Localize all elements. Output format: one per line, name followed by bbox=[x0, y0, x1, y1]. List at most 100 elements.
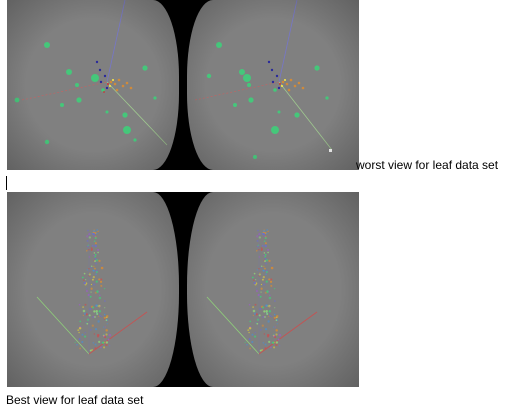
leaf-point bbox=[263, 265, 265, 268]
leaf-point bbox=[85, 322, 87, 324]
leaf-point bbox=[257, 293, 260, 297]
leaf-point bbox=[263, 333, 265, 335]
leaf-point bbox=[106, 323, 108, 325]
leaf-point bbox=[104, 307, 106, 309]
leaf-point bbox=[94, 255, 97, 258]
leaf-point bbox=[266, 334, 270, 337]
leaf-point bbox=[95, 309, 98, 313]
leaf-point bbox=[268, 259, 271, 263]
leaf-point bbox=[88, 249, 90, 251]
leaf-point bbox=[91, 244, 94, 247]
leaf-point bbox=[262, 232, 265, 236]
worst-view-left-scatter bbox=[14, 0, 168, 146]
leaf-point bbox=[97, 251, 99, 254]
leaf-point bbox=[266, 232, 268, 235]
leaf-point bbox=[253, 279, 255, 282]
leaf-point bbox=[94, 291, 97, 294]
leaf-point bbox=[82, 306, 85, 309]
leaf-point bbox=[96, 290, 99, 293]
leaf-point bbox=[88, 268, 90, 270]
leaf-point bbox=[252, 314, 255, 317]
best-view-left-scatter bbox=[36, 229, 148, 355]
leaf-point bbox=[88, 256, 91, 258]
leaf-point bbox=[260, 265, 263, 268]
leaf-point bbox=[269, 346, 272, 349]
leaf-point bbox=[88, 236, 91, 239]
leaf-point bbox=[258, 232, 261, 236]
leaf-point bbox=[251, 333, 254, 336]
leaf-point bbox=[265, 235, 267, 238]
leaf-point bbox=[265, 273, 267, 275]
leaf-point bbox=[266, 305, 268, 307]
leaf-point bbox=[269, 280, 273, 283]
leaf-point bbox=[105, 341, 109, 344]
leaf-point bbox=[78, 326, 82, 330]
leaf-point bbox=[259, 349, 262, 352]
leaf-point bbox=[264, 327, 268, 331]
worst-view-caption: worst view for leaf data set bbox=[356, 158, 499, 172]
leaf-point bbox=[98, 259, 101, 263]
leaf-point bbox=[266, 248, 270, 251]
leaf-point bbox=[253, 272, 256, 275]
leaf-point bbox=[261, 349, 263, 351]
leaf-point bbox=[255, 322, 257, 324]
leaf-point bbox=[263, 283, 266, 286]
leaf-point bbox=[95, 262, 98, 265]
leaf-point bbox=[89, 308, 92, 311]
leaf-point bbox=[86, 250, 88, 252]
leaf-point bbox=[264, 291, 267, 294]
leaf-point bbox=[268, 296, 272, 300]
leaf-point bbox=[267, 320, 270, 323]
leaf-point bbox=[251, 276, 254, 279]
leaf-point bbox=[87, 229, 89, 232]
leaf-point bbox=[93, 240, 96, 243]
leaf-point bbox=[266, 290, 269, 293]
worst-view-left-eye bbox=[7, 0, 179, 170]
leaf-point bbox=[101, 315, 103, 318]
leaf-point bbox=[99, 346, 102, 349]
leaf-point bbox=[256, 235, 259, 238]
leaf-point bbox=[86, 239, 89, 242]
leaf-point bbox=[86, 245, 89, 248]
leaf-point bbox=[108, 333, 112, 337]
leaf-point bbox=[268, 290, 271, 293]
leaf-point bbox=[260, 291, 262, 293]
leaf-point bbox=[268, 340, 271, 344]
leaf-point bbox=[272, 326, 275, 328]
leaf-point bbox=[107, 338, 110, 341]
text-cursor bbox=[6, 176, 7, 190]
best-view-right-points bbox=[244, 229, 282, 352]
leaf-point bbox=[264, 343, 267, 346]
leaf-point bbox=[256, 250, 258, 252]
leaf-point bbox=[94, 343, 97, 346]
leaf-point bbox=[270, 266, 274, 270]
leaf-point bbox=[108, 345, 111, 347]
leaf-point bbox=[78, 338, 81, 341]
leaf-point bbox=[84, 335, 87, 338]
leaf-point bbox=[93, 267, 96, 270]
leaf-point bbox=[96, 271, 98, 273]
leaf-point bbox=[260, 329, 262, 331]
leaf-point bbox=[76, 343, 78, 346]
leaf-point bbox=[90, 266, 92, 269]
leaf-point bbox=[94, 327, 98, 331]
leaf-point bbox=[258, 249, 260, 251]
leaf-point bbox=[78, 331, 80, 334]
leaf-point bbox=[256, 318, 260, 321]
leaf-point bbox=[254, 303, 257, 306]
leaf-point bbox=[100, 284, 103, 287]
leaf-point bbox=[101, 264, 103, 267]
leaf-point bbox=[273, 313, 276, 316]
leaf-point bbox=[106, 315, 109, 318]
leaf-point bbox=[89, 349, 92, 352]
leaf-point bbox=[266, 271, 268, 273]
leaf-point bbox=[268, 314, 271, 317]
leaf-point bbox=[96, 232, 98, 235]
leaf-point bbox=[268, 278, 271, 281]
leaf-point bbox=[278, 333, 282, 337]
leaf-point bbox=[96, 334, 100, 337]
leaf-point bbox=[100, 278, 103, 281]
leaf-point bbox=[78, 303, 81, 306]
leaf-point bbox=[248, 331, 250, 334]
worst-view-right-eye bbox=[187, 0, 359, 170]
